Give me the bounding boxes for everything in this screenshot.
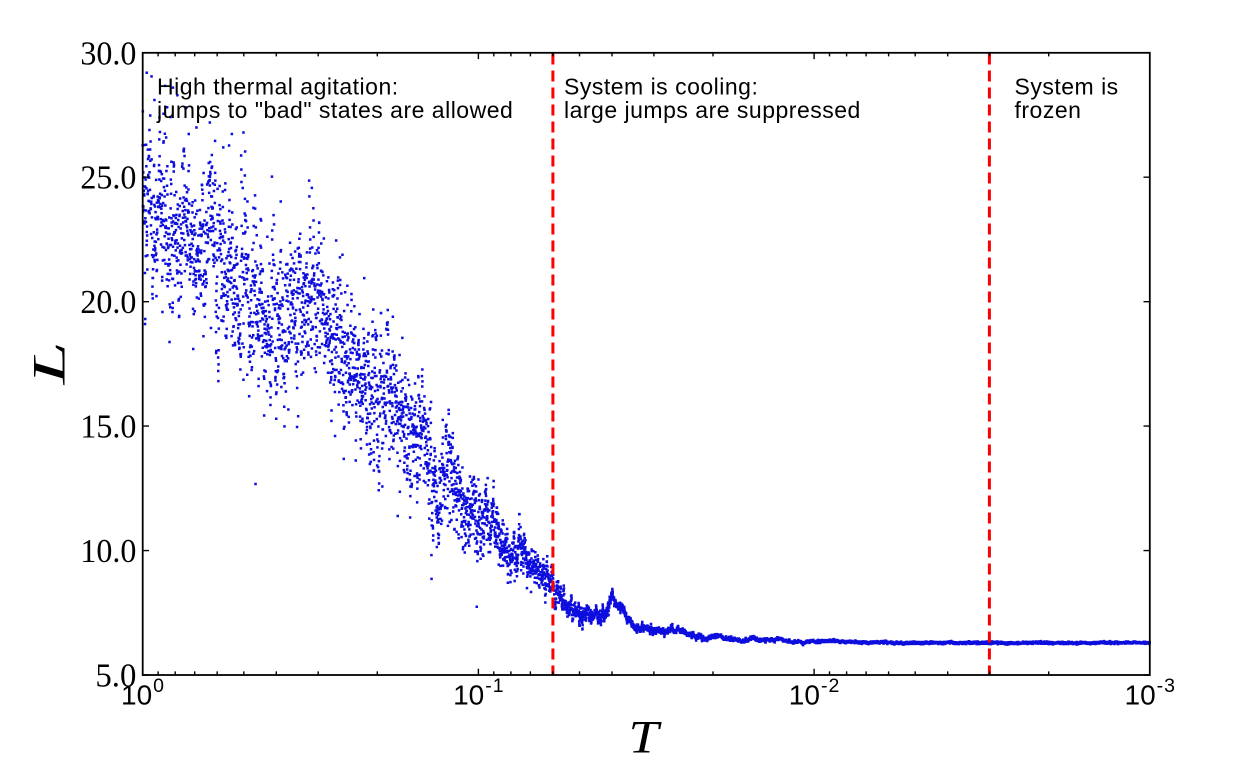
svg-text:T: T bbox=[629, 712, 662, 764]
svg-text:15.0: 15.0 bbox=[80, 409, 136, 446]
svg-text:High thermal agitation:: High thermal agitation: bbox=[157, 74, 399, 100]
svg-text:System is cooling:: System is cooling: bbox=[564, 74, 758, 100]
svg-text:frozen: frozen bbox=[1015, 97, 1082, 123]
svg-text:25.0: 25.0 bbox=[80, 160, 136, 197]
svg-text:10-2: 10-2 bbox=[789, 675, 841, 711]
svg-text:L: L bbox=[24, 342, 76, 387]
svg-text:30.0: 30.0 bbox=[80, 35, 136, 72]
svg-text:10-1: 10-1 bbox=[453, 675, 505, 711]
svg-text:100: 100 bbox=[121, 675, 165, 711]
svg-text:5.0: 5.0 bbox=[95, 658, 136, 695]
svg-text:jumps to "bad" states are allo: jumps to "bad" states are allowed bbox=[156, 97, 513, 123]
svg-text:large jumps are suppressed: large jumps are suppressed bbox=[564, 97, 861, 123]
svg-text:20.0: 20.0 bbox=[80, 284, 136, 321]
svg-text:10.0: 10.0 bbox=[80, 533, 136, 570]
svg-text:System is: System is bbox=[1015, 74, 1119, 100]
svg-text:10-3: 10-3 bbox=[1125, 675, 1177, 711]
